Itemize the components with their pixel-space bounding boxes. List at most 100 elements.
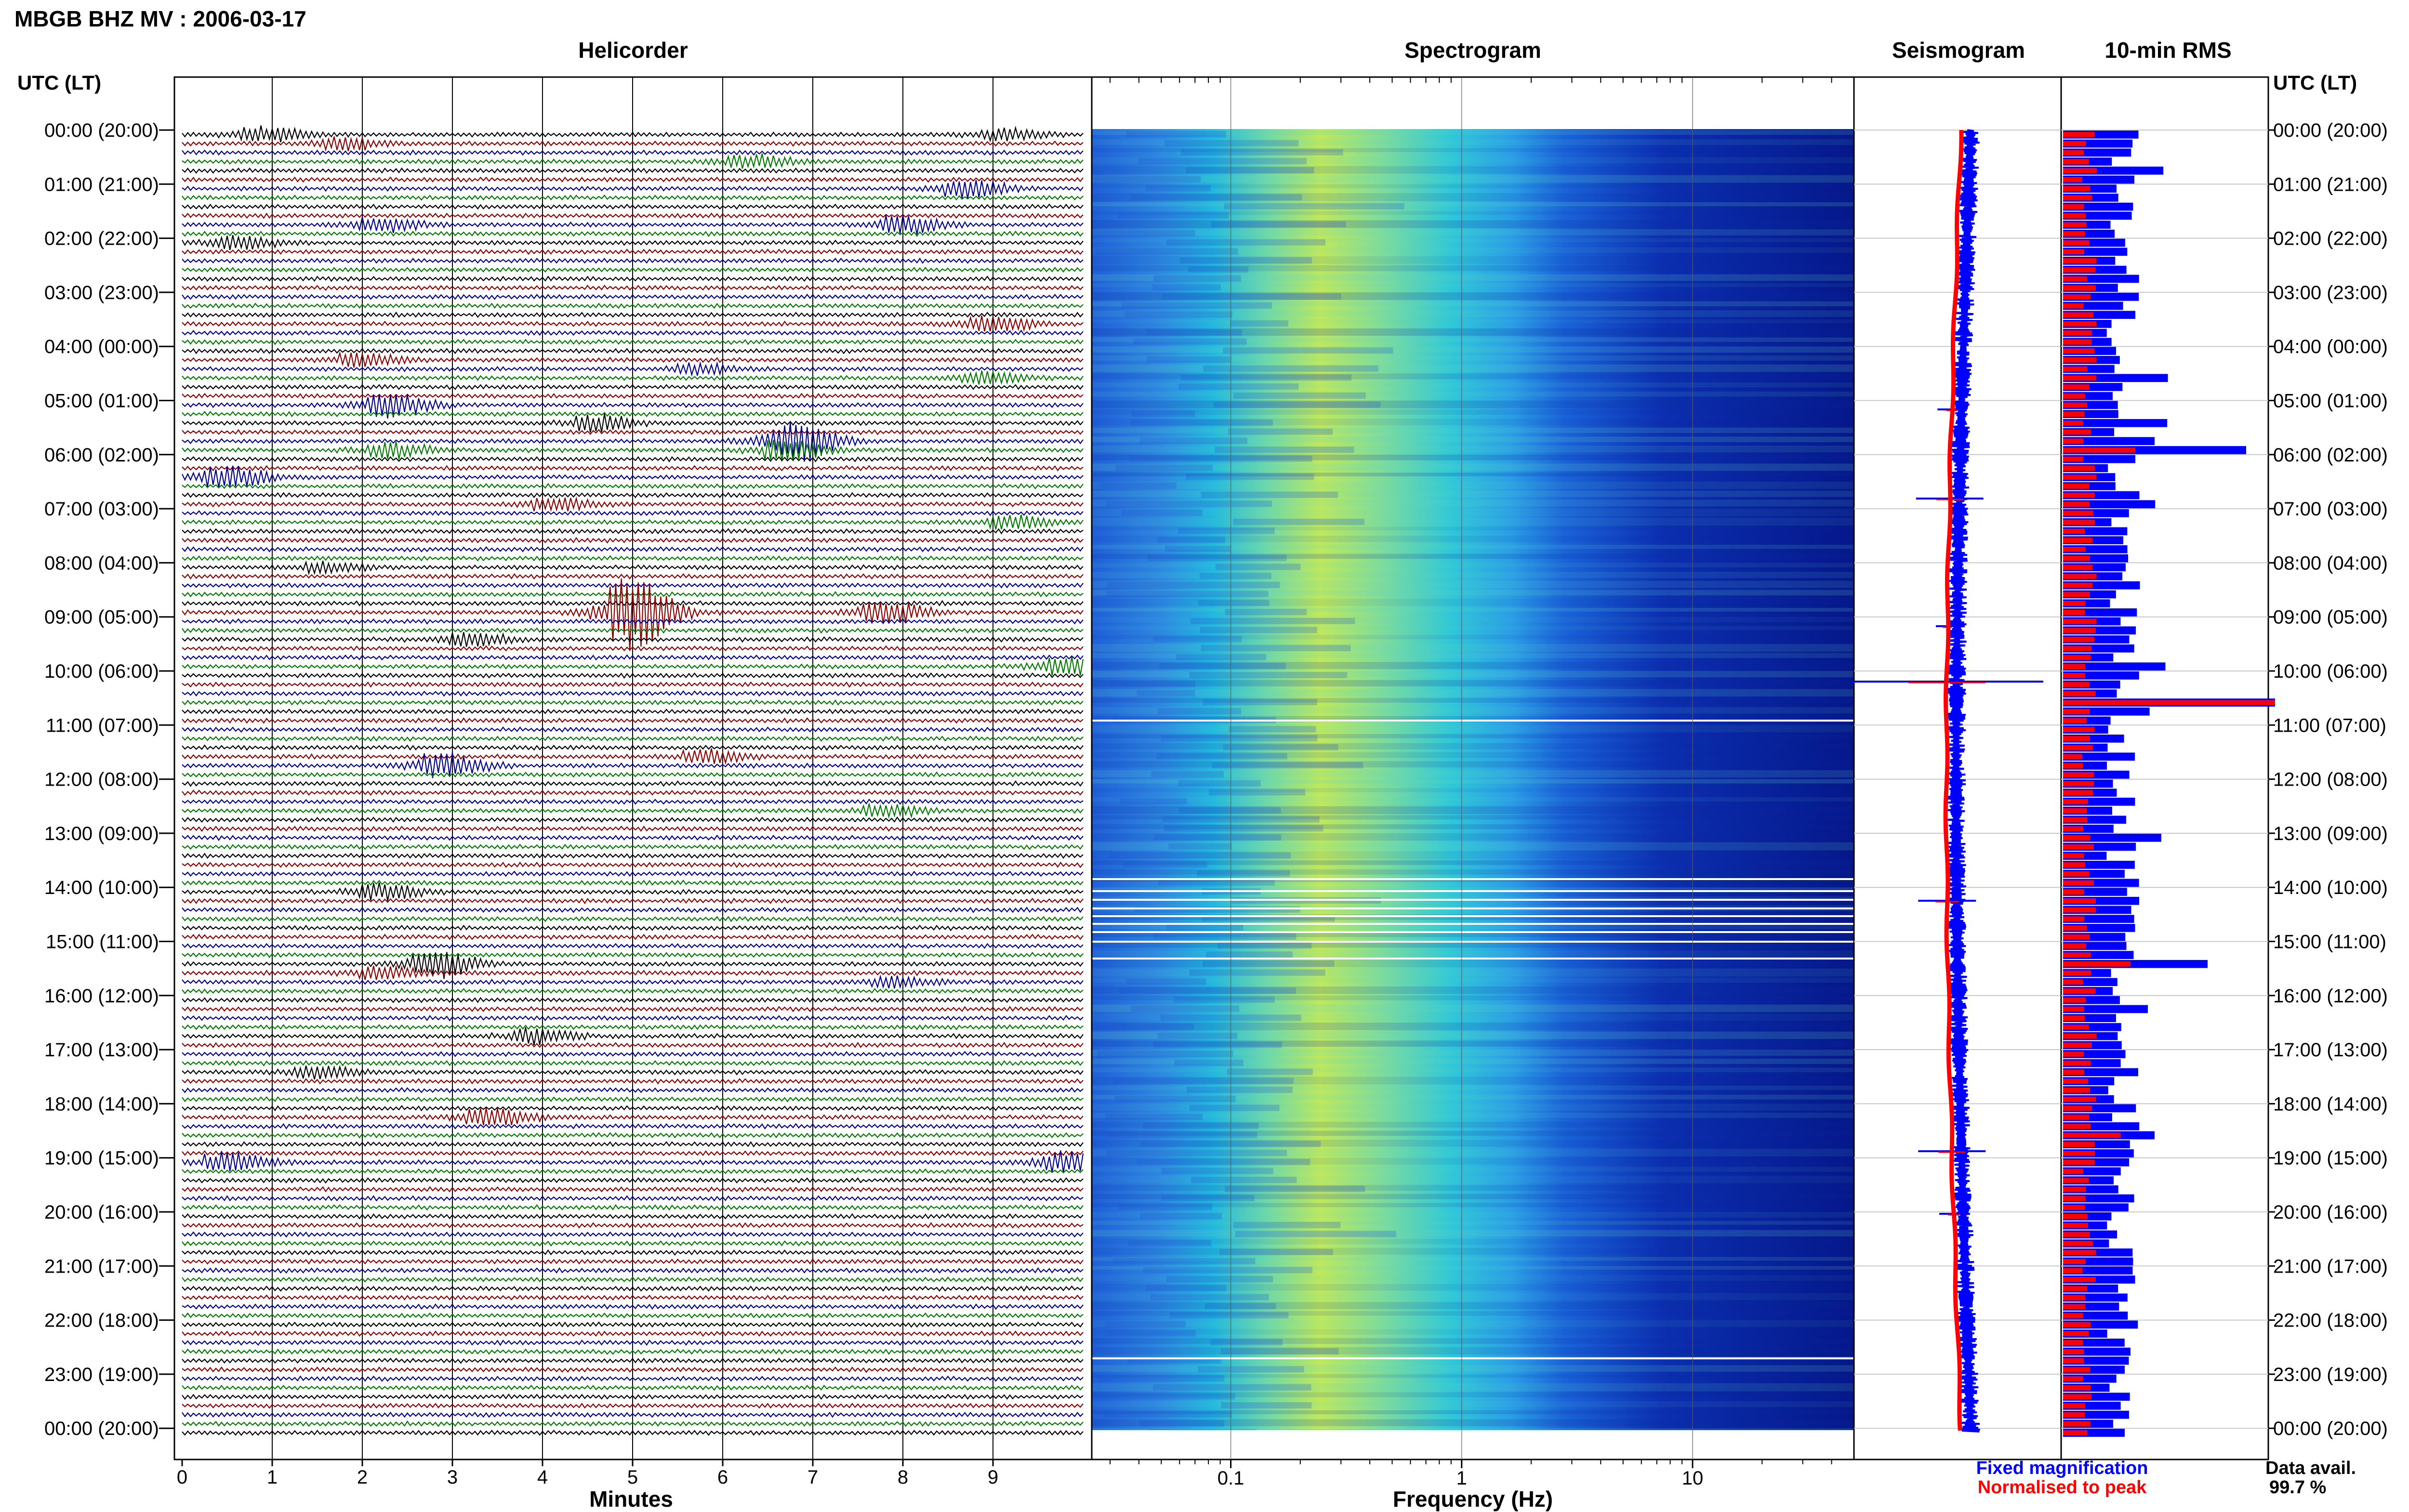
time-label-right: 10:00 (06:00)	[2273, 661, 2388, 682]
spectrogram-patch	[1143, 1122, 1259, 1129]
time-labels-right: 00:00 (20:00) 01:00 (21:00) 02:00 (22:00) 0…	[2268, 120, 2388, 1439]
spectrogram-patch	[1153, 933, 1297, 940]
helicorder-trace	[182, 383, 1084, 390]
time-label-right: 00:00 (20:00)	[2273, 1418, 2388, 1439]
rms-bar-normalised	[2063, 465, 2095, 471]
helicorder-trace	[182, 1411, 1084, 1418]
helicorder-trace	[182, 212, 1084, 219]
spectrogram-patch	[1143, 1267, 1312, 1274]
helicorder-trace	[182, 266, 1084, 273]
helicorder-trace	[182, 816, 1084, 823]
spectrogram-patch	[1223, 347, 1393, 354]
spectrogram-patch	[1145, 185, 1211, 192]
rms-bar-normalised	[2063, 538, 2092, 543]
rms-bar-normalised	[2063, 1349, 2084, 1354]
spectrogram-row	[1092, 968, 1854, 977]
spectrogram-patch	[1140, 1213, 1222, 1220]
spectrogram-patch	[1131, 410, 1195, 417]
helicorder-traces	[182, 125, 1084, 1436]
helicorder-trace	[182, 681, 1084, 688]
rms-bar-normalised	[2063, 997, 2086, 1003]
spectrogram-patch	[1137, 690, 1195, 697]
spectrogram-patch	[1228, 428, 1333, 435]
helicorder-trace	[182, 456, 1084, 463]
spectrogram-row	[1092, 1131, 1854, 1136]
rms-bar-normalised	[2063, 925, 2087, 931]
rms-bar-normalised	[2063, 1412, 2085, 1418]
rms-bar-normalised	[2063, 285, 2096, 290]
rms-bar-normalised	[2063, 474, 2097, 480]
rms-bar-normalised	[2063, 276, 2088, 282]
spectrogram-title: Spectrogram	[1404, 38, 1541, 63]
helicorder-trace	[182, 1312, 1084, 1319]
rms-bar-normalised	[2063, 132, 2095, 137]
spectrogram-patch	[1134, 906, 1300, 913]
time-label-right: 16:00 (12:00)	[2273, 986, 2388, 1007]
rms-bar-normalised	[2063, 763, 2083, 768]
rms-bar-normalised	[2063, 249, 2085, 255]
spectrogram-row	[1092, 806, 1854, 815]
spectrogram-row	[1092, 734, 1854, 738]
rms-bar-normalised	[2063, 1060, 2091, 1066]
rms-bar-normalised	[2063, 970, 2091, 976]
helicorder-trace	[182, 351, 1084, 368]
time-labels-left: 00:00 (20:00) 01:00 (21:00) 02:00 (22:00) 0…	[44, 120, 174, 1439]
spectrogram-row	[1092, 454, 1854, 460]
spectrogram-patch	[1152, 1384, 1311, 1391]
rms-bar-normalised	[2063, 898, 2096, 904]
spectrogram-row	[1092, 247, 1854, 253]
helicorder-trace	[182, 1294, 1084, 1301]
minute-tick-label: 8	[898, 1467, 908, 1488]
rms-bar-normalised	[2063, 168, 2097, 173]
rms-bar-normalised	[2063, 1340, 2083, 1345]
spectrogram-row	[1092, 1410, 1854, 1415]
spectrogram-patch	[1146, 356, 1231, 363]
helicorder-trace	[182, 1375, 1084, 1382]
helicorder-trace	[182, 1240, 1084, 1247]
helicorder-trace	[182, 1330, 1084, 1337]
helicorder-trace	[182, 315, 1084, 332]
spectrogram-row	[1092, 860, 1854, 865]
rms-bar-normalised	[2063, 772, 2094, 777]
helicorder-trace	[182, 1366, 1084, 1373]
helicorder-trace	[182, 514, 1084, 530]
helicorder-trace	[182, 293, 1084, 300]
helicorder-trace	[182, 744, 1084, 751]
rms-bar-normalised	[2063, 429, 2091, 435]
spectrogram-row	[1092, 184, 1854, 188]
spectrogram-patch	[1229, 726, 1316, 733]
spectrogram-row	[1092, 446, 1854, 453]
helicorder-trace	[182, 578, 1084, 651]
spectrogram-patch	[1174, 996, 1275, 1003]
rms-bar-normalised	[2063, 1178, 2089, 1183]
spectrogram-row	[1092, 148, 1854, 152]
helicorder-trace	[182, 943, 1084, 949]
spectrogram-row	[1092, 824, 1854, 829]
helicorder-trace	[182, 916, 1084, 922]
rms-bar-normalised	[2063, 1376, 2083, 1381]
helicorder-trace	[182, 897, 1084, 905]
spectrogram-panel: 0.1 1 10 Frequency (Hz)	[1091, 76, 1855, 1512]
frequency-tick-label: 10	[1682, 1468, 1704, 1489]
helicorder-trace	[182, 311, 1084, 318]
helicorder-trace	[182, 329, 1084, 336]
rms-bar-normalised	[2063, 204, 2084, 210]
spectrogram-patch	[1145, 1285, 1227, 1291]
rms-bar-normalised	[2063, 880, 2094, 886]
rms-bar-fixed	[2063, 662, 2166, 671]
helicorder-trace	[182, 870, 1084, 877]
helicorder-xlabel: Minutes	[589, 1486, 673, 1512]
rms-bar-normalised	[2063, 222, 2087, 227]
spectrogram-row	[1092, 635, 1854, 640]
rms-bar-normalised	[2063, 1150, 2095, 1156]
spectrogram-patch	[1206, 951, 1293, 958]
spectrogram-patch	[1139, 437, 1248, 444]
spectrogram-patch	[1174, 1059, 1244, 1066]
rms-bar-normalised	[2063, 1205, 2085, 1210]
spectrogram-row	[1092, 590, 1854, 596]
helicorder-trace	[182, 203, 1084, 210]
helicorder-trace	[182, 752, 1084, 778]
rms-bar-normalised	[2063, 664, 2086, 669]
spectrogram-patch	[1157, 708, 1241, 714]
rms-bar-normalised	[2063, 961, 2131, 967]
